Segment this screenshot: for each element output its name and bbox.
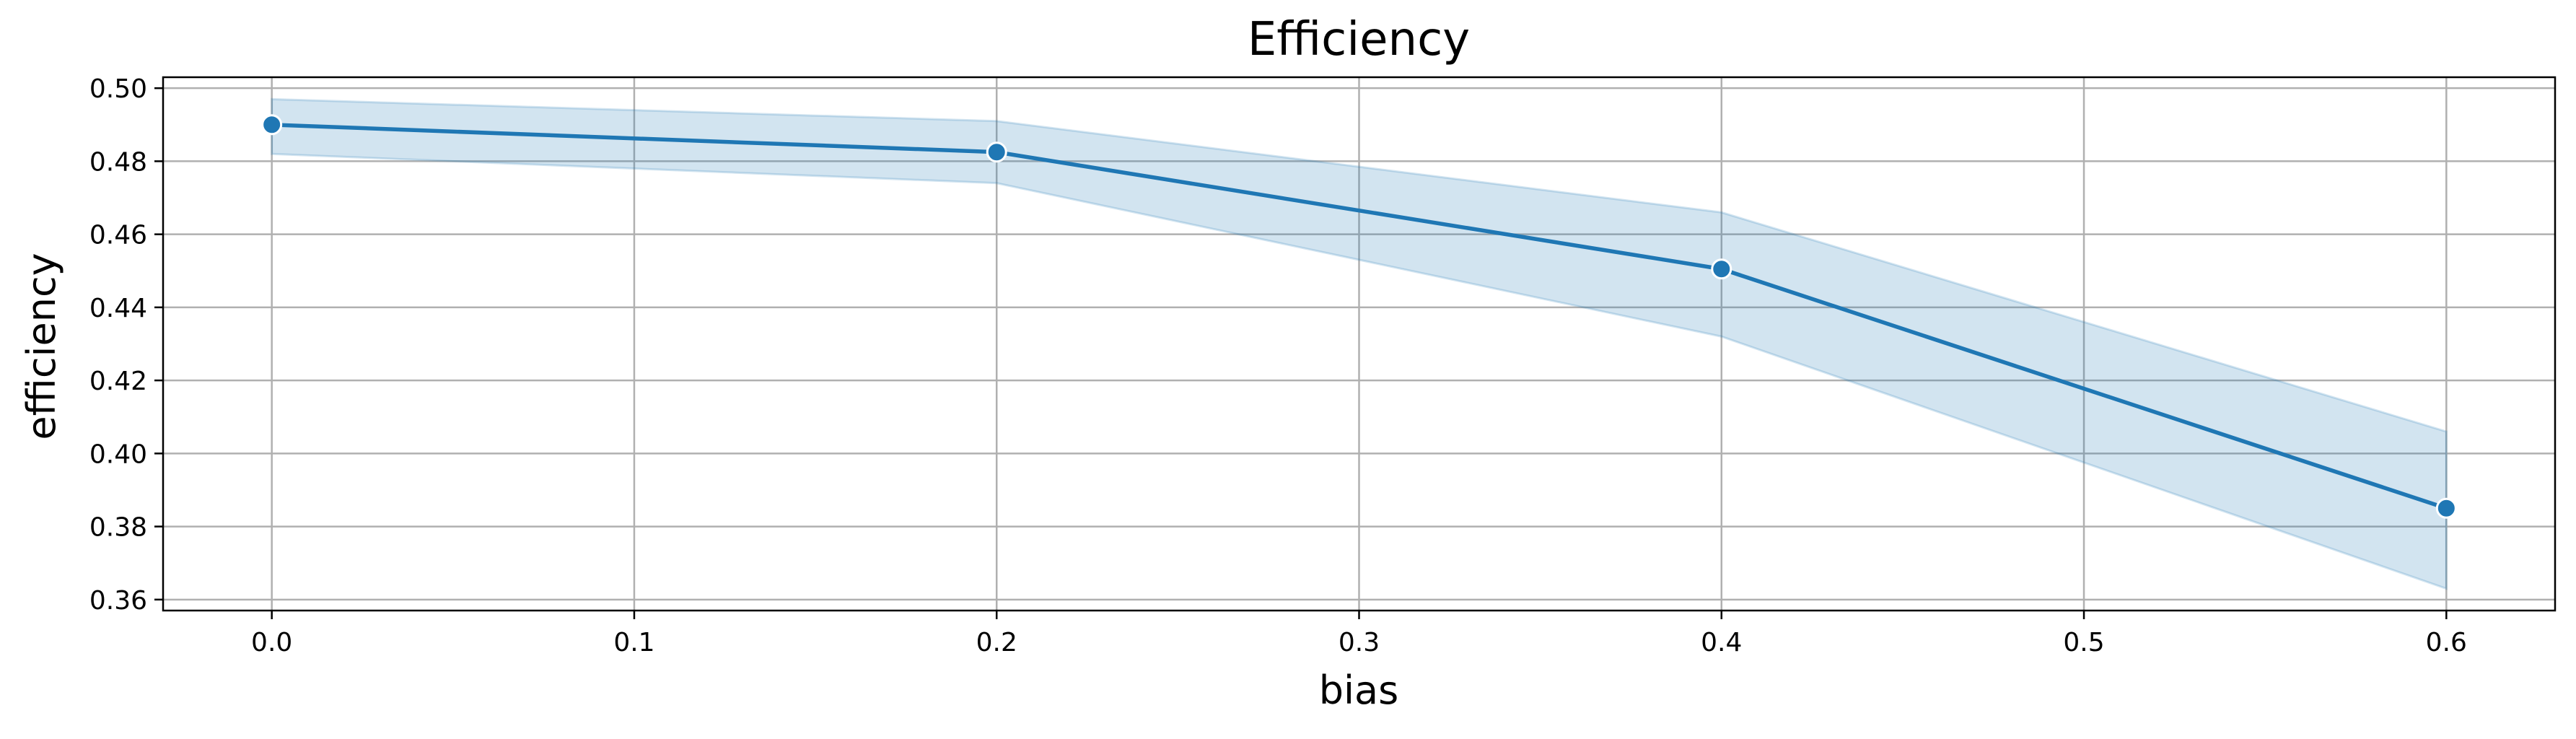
confidence-band-layer: [271, 97, 2448, 590]
y-tick-label: 0.40: [89, 440, 147, 469]
data-point: [1711, 258, 1732, 280]
confidence-band: [271, 97, 2448, 590]
y-tick-label: 0.44: [89, 294, 147, 323]
y-axis-ticks: 0.36 0.38 0.40 0.42 0.44 0.46 0.48 0.50: [89, 74, 163, 616]
x-axis-title: bias: [1319, 668, 1399, 713]
y-tick-label: 0.42: [89, 367, 147, 396]
y-tick-label: 0.36: [89, 586, 147, 616]
x-tick-label: 0.4: [1701, 628, 1742, 657]
x-tick-label: 0.2: [976, 628, 1017, 657]
x-tick-label: 0.6: [2426, 628, 2467, 657]
series-line-layer: [269, 123, 2449, 511]
x-tick-label: 0.3: [1339, 628, 1380, 657]
y-tick-label: 0.50: [89, 74, 147, 104]
data-point: [986, 141, 1007, 163]
chart-title: Efficiency: [1248, 13, 1470, 66]
data-point: [2435, 497, 2457, 519]
grid-lines: [163, 77, 2555, 611]
y-tick-label: 0.48: [89, 147, 147, 177]
y-axis-title: efficiency: [19, 253, 64, 440]
x-tick-label: 0.1: [613, 628, 654, 657]
y-tick-label: 0.38: [89, 513, 147, 543]
x-tick-label: 0.0: [251, 628, 292, 657]
y-tick-label: 0.46: [89, 221, 147, 250]
data-point: [261, 114, 283, 136]
x-axis-ticks: 0.0 0.1 0.2 0.3 0.4 0.5 0.6: [251, 611, 2467, 657]
series-line: [269, 123, 2449, 511]
data-points: [261, 114, 2457, 519]
x-tick-label: 0.5: [2063, 628, 2104, 657]
